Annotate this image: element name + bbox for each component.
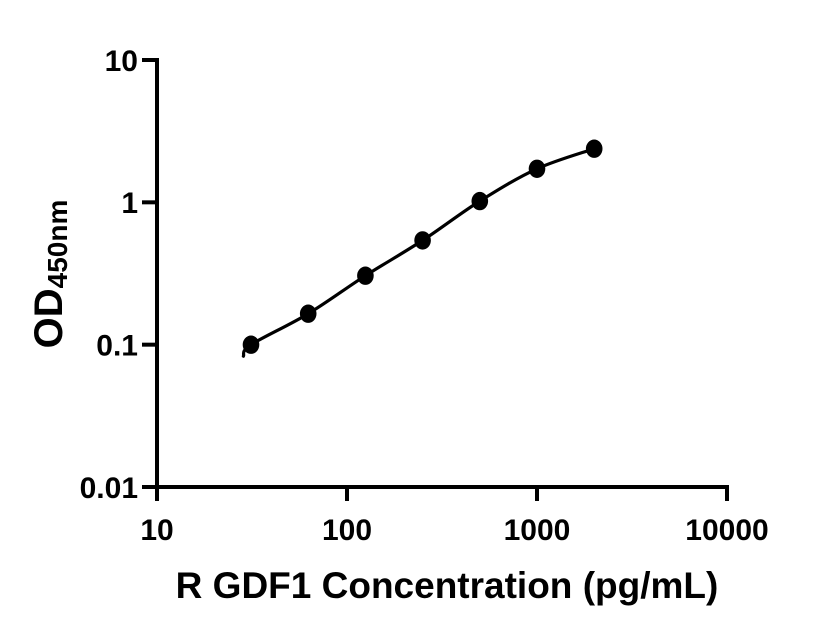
y-axis-title-sub: 450nm [42, 200, 73, 289]
y-axis-title-main: OD [27, 288, 71, 348]
y-axis-title: OD450nm [27, 200, 73, 349]
data-point [414, 231, 431, 250]
axis-spines [155, 58, 729, 489]
y-tick-label: 1 [121, 187, 138, 220]
x-tick-label: 10000 [685, 514, 768, 547]
data-point [528, 159, 546, 178]
data-point [242, 335, 260, 354]
data-point [471, 191, 489, 211]
y-axis-ticks: 10 1 0.1 0.01 [80, 45, 157, 505]
y-tick-label: 10 [105, 45, 138, 78]
x-tick-label: 100 [322, 514, 372, 547]
y-tick-label: 0.01 [80, 472, 138, 505]
x-axis-title: R GDF1 Concentration (pg/mL) [176, 565, 719, 606]
data-point [299, 304, 317, 323]
data-point [357, 266, 374, 285]
x-tick-label: 10 [140, 514, 173, 547]
data-point [585, 139, 603, 158]
x-tick-label: 1000 [504, 514, 571, 547]
fit-curve-line [241, 147, 596, 358]
x-axis-ticks: 10 100 1000 10000 [140, 487, 769, 547]
data-points [242, 139, 603, 354]
y-tick-label: 0.1 [96, 329, 138, 362]
